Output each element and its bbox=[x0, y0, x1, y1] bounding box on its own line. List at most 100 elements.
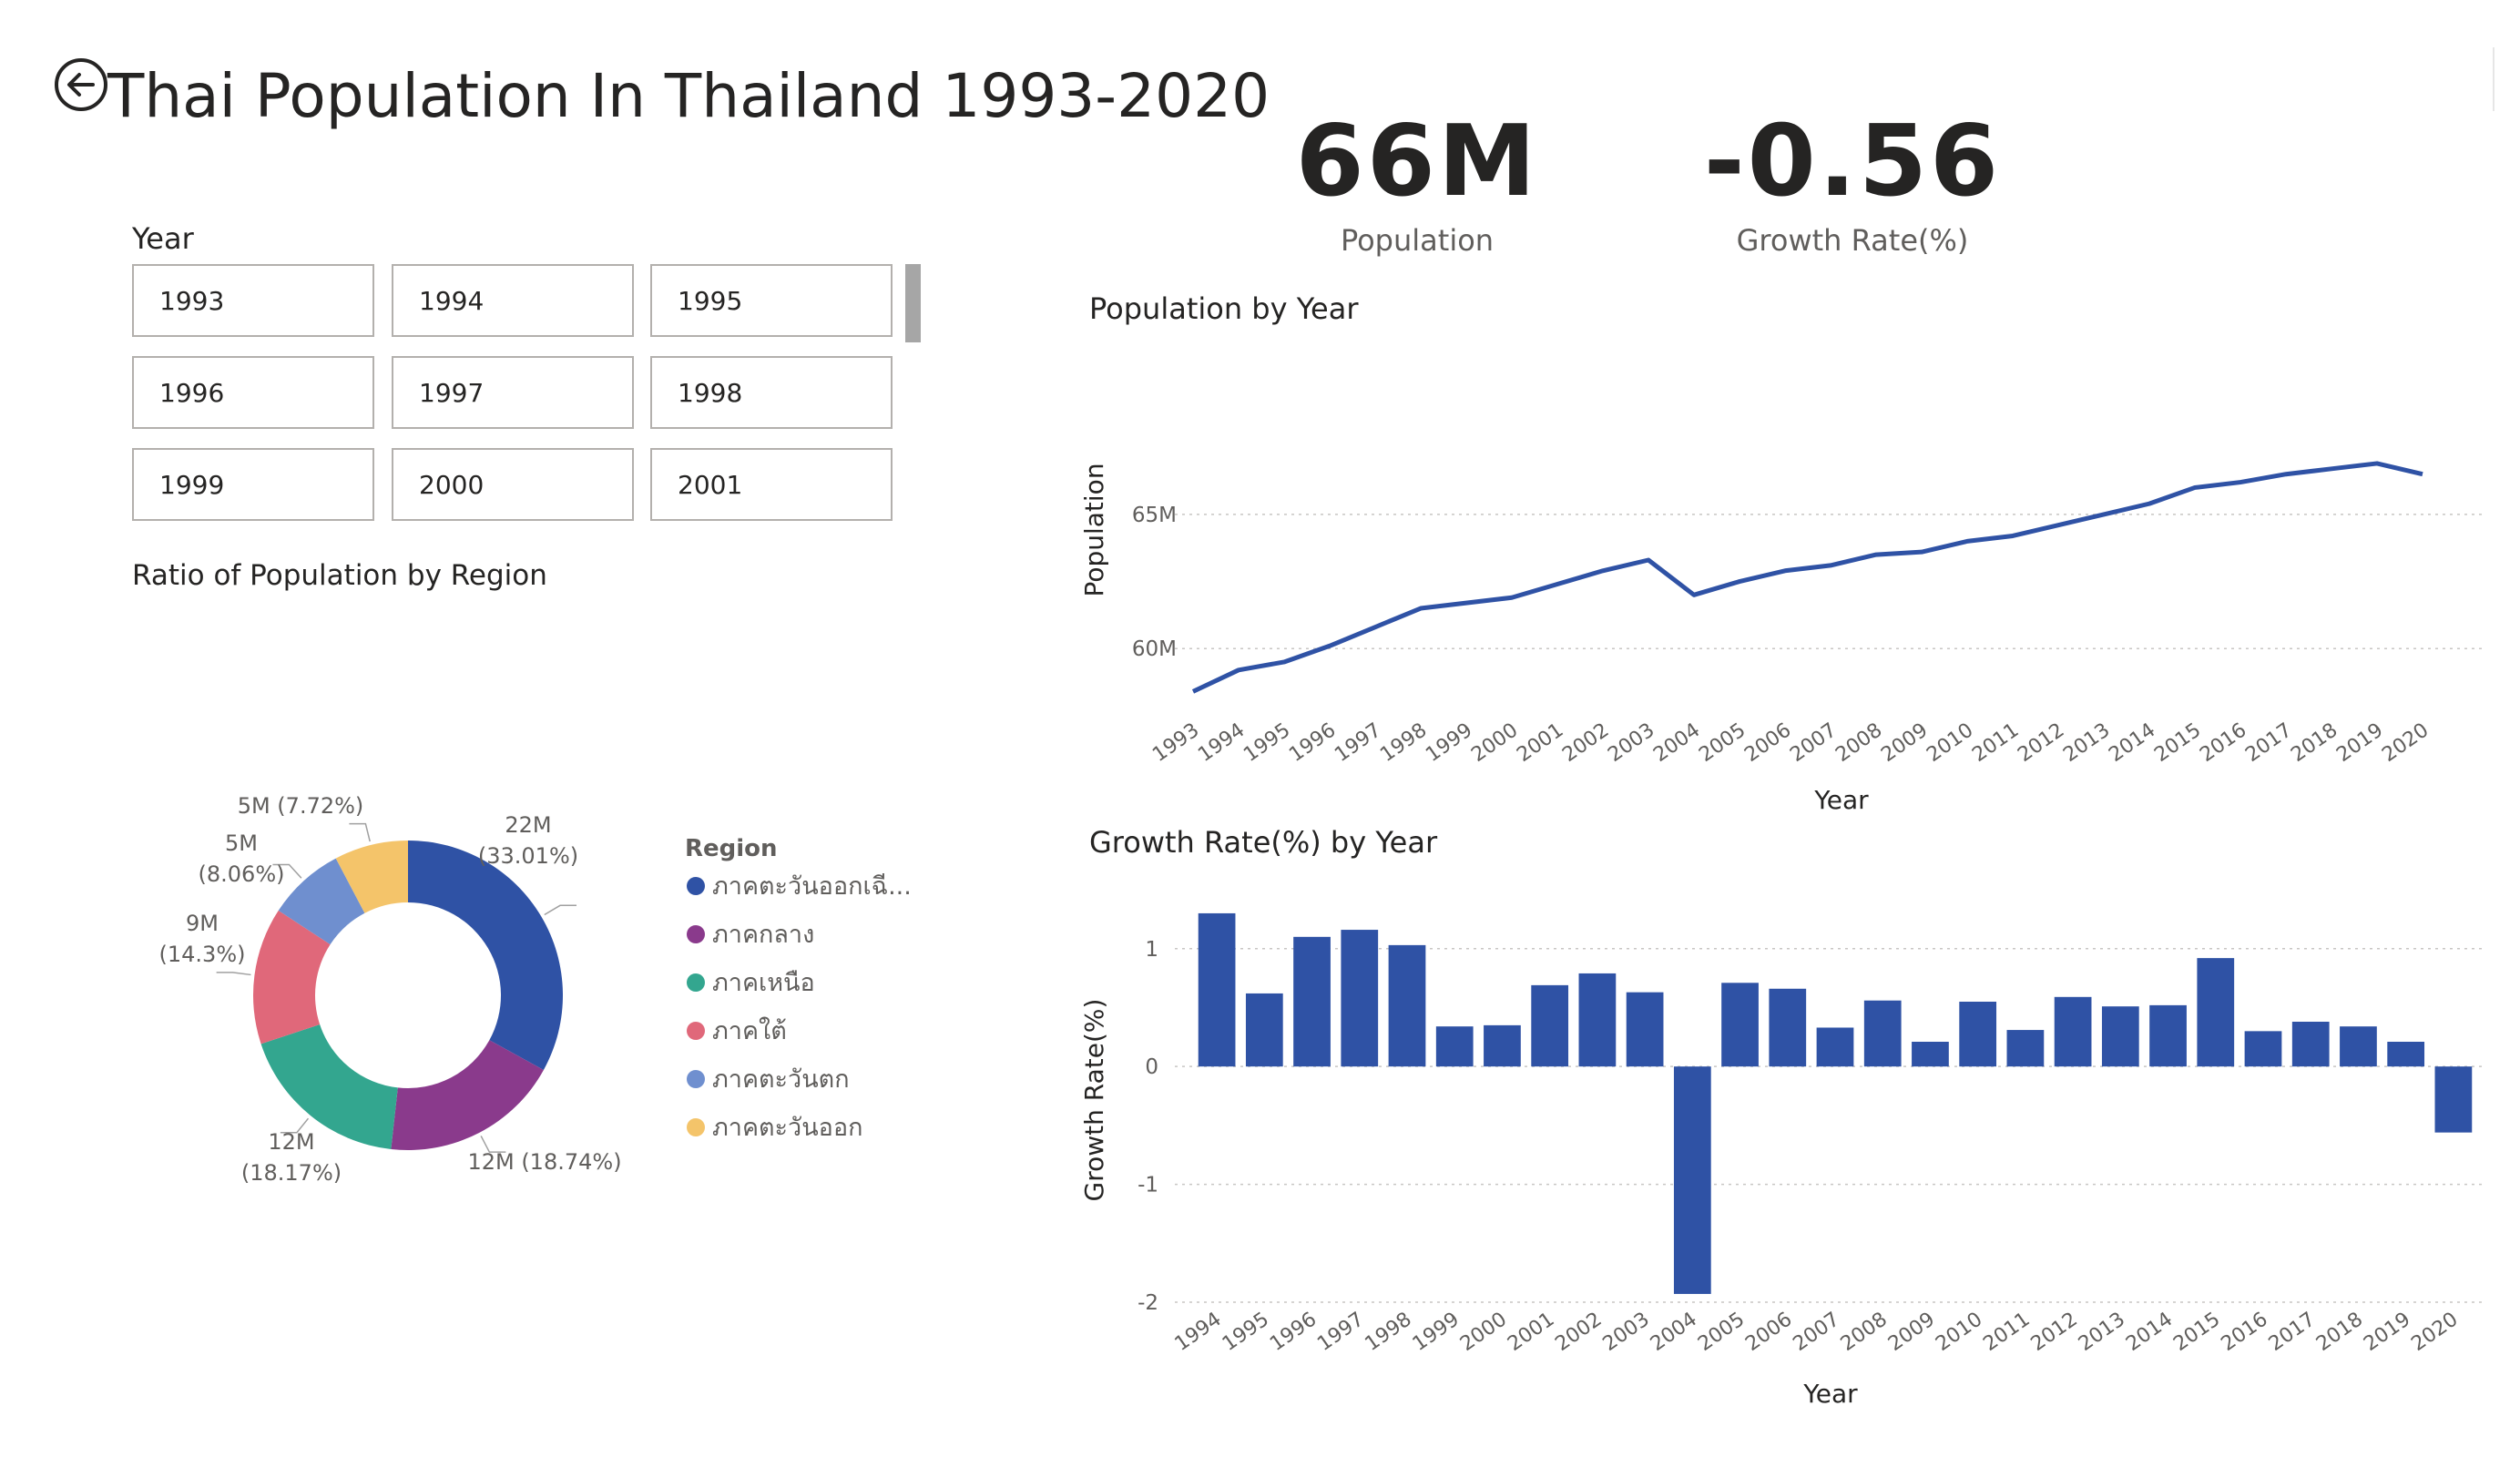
x-tick-label: 2013 bbox=[2075, 1308, 2129, 1356]
bar[interactable] bbox=[2197, 958, 2235, 1067]
bar[interactable] bbox=[1816, 1027, 1854, 1067]
page-title: Thai Population In Thailand 1993-2020 bbox=[107, 61, 1270, 131]
donut-leader-line bbox=[216, 972, 251, 976]
donut-leader-line bbox=[272, 863, 302, 879]
bar[interactable] bbox=[1293, 936, 1331, 1067]
bar[interactable] bbox=[1959, 1002, 1997, 1067]
y-axis-label: Population bbox=[1079, 463, 1109, 596]
bar-chart-title: Growth Rate(%) by Year bbox=[1089, 825, 1438, 860]
donut-data-label: (8.06%) bbox=[199, 861, 285, 887]
donut-slice[interactable] bbox=[253, 910, 331, 1044]
legend-item[interactable]: ภาคตะวันออก bbox=[712, 1114, 862, 1142]
x-tick-label: 2006 bbox=[1740, 718, 1795, 767]
x-tick-label: 2003 bbox=[1599, 1308, 1654, 1356]
donut-data-label: (18.17%) bbox=[241, 1160, 342, 1186]
slicer-tile-1993[interactable]: 1993 bbox=[132, 264, 374, 337]
x-tick-label: 1995 bbox=[1219, 1308, 1273, 1356]
legend-item[interactable]: ภาคเหนือ bbox=[712, 969, 815, 997]
legend-item[interactable]: ภาคตะวันตก bbox=[712, 1065, 850, 1094]
donut-chart: 22M (33.01%) 12M (18.74%) 12M (18.17%) 9M (14.… bbox=[159, 793, 912, 1186]
slicer-tile-1998[interactable]: 1998 bbox=[650, 356, 893, 429]
donut-data-label: 12M (18.74%) bbox=[467, 1149, 621, 1175]
x-tick-label: 1997 bbox=[1331, 718, 1385, 767]
x-tick-label: 2007 bbox=[1789, 1308, 1843, 1356]
bar[interactable] bbox=[1388, 944, 1426, 1067]
bar[interactable] bbox=[1626, 992, 1664, 1067]
line-series[interactable] bbox=[1191, 461, 2423, 694]
slicer-label: Year bbox=[132, 221, 194, 256]
legend-item[interactable]: ภาคกลาง bbox=[712, 921, 814, 949]
bar[interactable] bbox=[1578, 973, 1617, 1067]
x-tick-label: 2018 bbox=[2312, 1308, 2367, 1356]
bar[interactable] bbox=[1863, 1000, 1902, 1067]
bar[interactable] bbox=[1198, 912, 1236, 1067]
slicer-tile-1994[interactable]: 1994 bbox=[392, 264, 634, 337]
donut-slice[interactable] bbox=[260, 1024, 398, 1149]
bar[interactable] bbox=[1435, 1026, 1474, 1067]
slicer-tile-1997[interactable]: 1997 bbox=[392, 356, 634, 429]
x-tick-label: 2012 bbox=[2014, 718, 2068, 767]
x-tick-label: 2014 bbox=[2122, 1308, 2177, 1356]
donut-leader-line bbox=[280, 1117, 310, 1134]
slicer-tile-1996[interactable]: 1996 bbox=[132, 356, 374, 429]
bar[interactable] bbox=[1769, 988, 1807, 1067]
bar[interactable] bbox=[2101, 1006, 2139, 1067]
bar[interactable] bbox=[1245, 993, 1283, 1067]
bar[interactable] bbox=[2006, 1030, 2045, 1067]
donut-data-label: 5M bbox=[225, 830, 258, 856]
slicer-tile-1995[interactable]: 1995 bbox=[650, 264, 893, 337]
bar[interactable] bbox=[2244, 1031, 2282, 1067]
slicer-tile-2000[interactable]: 2000 bbox=[392, 448, 634, 521]
x-tick-label: 2016 bbox=[2196, 718, 2250, 767]
slicer-tile-1999[interactable]: 1999 bbox=[132, 448, 374, 521]
x-tick-label: 2015 bbox=[2169, 1308, 2224, 1356]
donut-slice[interactable] bbox=[391, 1040, 544, 1150]
bar[interactable] bbox=[2387, 1042, 2425, 1067]
x-tick-label: 2020 bbox=[2407, 1308, 2462, 1356]
bar[interactable] bbox=[2434, 1066, 2473, 1133]
bar[interactable] bbox=[2291, 1022, 2330, 1067]
legend-item[interactable]: ภาคตะวันออกเฉี... bbox=[712, 872, 912, 901]
x-tick-label: 2014 bbox=[2105, 718, 2159, 767]
x-tick-label: 2001 bbox=[1504, 1308, 1558, 1356]
x-tick-label: 2001 bbox=[1513, 718, 1567, 767]
x-tick-label: 2011 bbox=[1968, 718, 2023, 767]
donut-data-label: 12M bbox=[268, 1129, 314, 1155]
legend-item[interactable]: ภาคใต้ bbox=[712, 1016, 787, 1045]
bar[interactable] bbox=[2054, 996, 2092, 1067]
x-tick-label: 2009 bbox=[1884, 1308, 1939, 1356]
x-tick-label: 2013 bbox=[2059, 718, 2114, 767]
x-tick-label: 1994 bbox=[1171, 1308, 1226, 1356]
bar[interactable] bbox=[1673, 1066, 1711, 1294]
x-tick-label: 2019 bbox=[2332, 718, 2387, 767]
x-tick-label: 2018 bbox=[2287, 718, 2341, 767]
slicer-tile-2001[interactable]: 2001 bbox=[650, 448, 893, 521]
donut-data-label: (33.01%) bbox=[478, 843, 578, 869]
x-tick-label: 2012 bbox=[2027, 1308, 2082, 1356]
y-tick-label: 0 bbox=[1145, 1055, 1158, 1079]
x-tick-label: 2019 bbox=[2360, 1308, 2414, 1356]
bar[interactable] bbox=[1912, 1042, 1949, 1067]
x-tick-label: 2004 bbox=[1649, 718, 1704, 767]
x-tick-label: 2008 bbox=[1837, 1308, 1892, 1356]
x-tick-label: 2002 bbox=[1558, 718, 1613, 767]
donut-leader-line bbox=[480, 1136, 506, 1153]
bar[interactable] bbox=[1484, 1024, 1521, 1067]
donut-data-label: 9M bbox=[186, 911, 219, 936]
bar[interactable] bbox=[1531, 984, 1569, 1067]
bar[interactable] bbox=[2149, 1004, 2187, 1067]
bar[interactable] bbox=[2340, 1026, 2377, 1067]
donut-slice[interactable] bbox=[408, 841, 563, 1070]
donut-slice[interactable] bbox=[278, 858, 365, 945]
legend-title: Region bbox=[685, 835, 778, 862]
bar-chart: -2-1011994199519961997199819992000200120… bbox=[1079, 912, 2482, 1409]
back-button[interactable] bbox=[53, 56, 109, 113]
donut-slice[interactable] bbox=[335, 841, 408, 913]
slicer-scrollbar[interactable] bbox=[905, 264, 921, 342]
bar[interactable] bbox=[1721, 983, 1759, 1067]
donut-data-label: (14.3%) bbox=[159, 942, 246, 967]
donut-leader-line bbox=[349, 822, 371, 842]
x-tick-label: 2016 bbox=[2217, 1308, 2271, 1356]
bar[interactable] bbox=[1341, 930, 1379, 1067]
x-tick-label: 2008 bbox=[1831, 718, 1886, 767]
